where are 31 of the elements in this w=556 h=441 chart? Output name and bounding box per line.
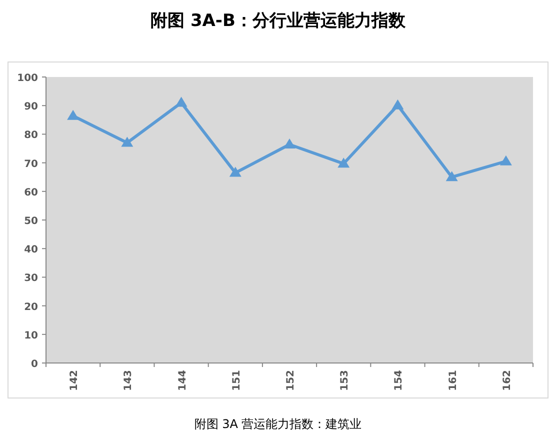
text: 附图 3A 营运能力指数：建筑业 xyxy=(194,417,362,431)
x-tick-label: 154 xyxy=(394,370,405,391)
x-tick-label: 144 xyxy=(177,370,188,391)
y-tick-label: 100 xyxy=(17,73,38,84)
x-tick-label: 142 xyxy=(69,370,80,391)
y-tick-label: 40 xyxy=(24,244,38,256)
x-tick-label: 153 xyxy=(340,370,351,391)
y-tick-label: 90 xyxy=(24,102,38,113)
point xyxy=(67,110,80,120)
point xyxy=(121,136,134,147)
point xyxy=(284,138,296,148)
y-tick-label: 70 xyxy=(24,158,38,170)
y-tick-label: 20 xyxy=(24,302,38,313)
x-tick-label: 161 xyxy=(448,370,459,391)
y-tick-label: 80 xyxy=(24,130,38,142)
point xyxy=(446,171,458,182)
point xyxy=(229,166,242,177)
y-tick-label: 0 xyxy=(31,359,38,370)
x-tick-label: 152 xyxy=(286,370,296,391)
point xyxy=(500,155,512,166)
chart-title: 附图 3A-B：分行业营运能力指数 xyxy=(150,11,406,31)
y-tick-label: 50 xyxy=(24,216,38,227)
x-tick-label: 162 xyxy=(502,370,513,391)
point xyxy=(338,158,350,168)
x-tick-label: 143 xyxy=(123,370,134,391)
y-tick-label: 30 xyxy=(24,273,38,284)
x-tick-label: 151 xyxy=(231,370,242,391)
point xyxy=(392,99,404,110)
y-tick-label: 10 xyxy=(24,330,38,342)
y-tick-label: 60 xyxy=(24,187,38,198)
point xyxy=(175,96,188,107)
